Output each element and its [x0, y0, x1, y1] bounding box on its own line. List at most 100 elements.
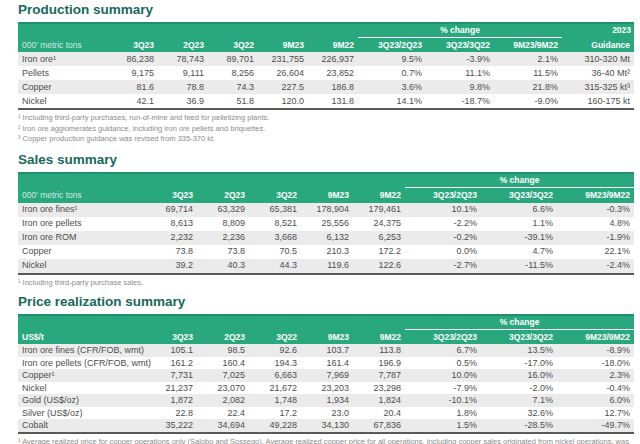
cell: 22.8 [145, 407, 197, 420]
cell: 23,852 [308, 66, 358, 80]
cell: 16.0% [481, 369, 557, 382]
price-section: Price realization summary % change US$/t… [18, 295, 634, 444]
cell: 315-325 kt³ [562, 80, 634, 94]
header-spacer [18, 173, 405, 188]
cell: -2.2% [405, 217, 481, 231]
cell: 7,731 [145, 369, 197, 382]
header-group-row: % change [18, 173, 634, 188]
cell: 67,836 [353, 419, 405, 433]
cell: 119.6 [301, 259, 353, 274]
cell: 20.4 [353, 407, 405, 420]
cell: 3,668 [249, 231, 301, 245]
col-header: 3Q23/2Q23 [358, 37, 426, 52]
cell: 7,787 [353, 369, 405, 382]
table-row: Iron ore pellets (CFR/FOB, wmt)161.2160.… [18, 357, 634, 370]
cell: 32.6% [481, 407, 557, 420]
cell: 92.6 [249, 344, 301, 357]
cell: 63,329 [197, 203, 249, 217]
cell: 9.5% [358, 52, 426, 66]
cell: 22.1% [557, 245, 634, 259]
cell: 1,934 [301, 394, 353, 407]
cell: 11.1% [426, 66, 494, 80]
cell: 161.2 [145, 357, 197, 370]
cell: -0.4% [557, 382, 634, 395]
cell: -8.9% [557, 344, 634, 357]
col-header: 3Q23 [145, 329, 197, 344]
guidance-year-header: 2023 [562, 23, 634, 38]
cell: 23,070 [197, 382, 249, 395]
sales-table-header: % change 000' metric tons 3Q23 2Q23 3Q22… [18, 173, 634, 203]
header-row: US$/t 3Q23 2Q23 3Q22 9M23 9M22 3Q23/2Q23… [18, 329, 634, 344]
cell: 73.8 [197, 245, 249, 259]
production-section: Production summary % change 2023 000' me… [18, 3, 634, 144]
cell: 89,701 [208, 52, 258, 66]
cell: 1,824 [353, 394, 405, 407]
row-label: Cobalt [18, 419, 145, 433]
price-title: Price realization summary [18, 295, 634, 310]
unit-label: 000' metric tons [18, 37, 108, 52]
cell: 34,694 [197, 419, 249, 433]
cell: 11.5% [494, 66, 562, 80]
row-label: Nickel [18, 382, 145, 395]
cell: 227.5 [258, 80, 308, 94]
cell: 113.8 [353, 344, 405, 357]
cell: 7,025 [197, 369, 249, 382]
cell: 7,969 [301, 369, 353, 382]
cell: 78.8 [158, 80, 208, 94]
cell: 86,238 [108, 52, 158, 66]
cell: 0.5% [405, 357, 481, 370]
footnote: ¹ Including third-party purchases, run-o… [18, 113, 634, 123]
cell: 17.2 [249, 407, 301, 420]
table-row: Nickel42.136.951.8120.0131.814.1%-18.7%-… [18, 94, 634, 109]
cell: 178,904 [301, 203, 353, 217]
cell: 226,937 [308, 52, 358, 66]
row-label: Copper [18, 245, 145, 259]
row-label: Silver (US$/oz) [18, 407, 145, 420]
unit-label: US$/t [18, 329, 145, 344]
cell: -39.1% [481, 231, 557, 245]
cell: 9,175 [108, 66, 158, 80]
cell: 1.5% [405, 419, 481, 433]
cell: 3.6% [358, 80, 426, 94]
cell: 26,604 [258, 66, 308, 80]
col-header: 9M23 [258, 37, 308, 52]
row-label: Copper [18, 80, 108, 94]
table-row: Silver (US$/oz)22.822.417.223.020.41.8%3… [18, 407, 634, 420]
cell: 23,203 [301, 382, 353, 395]
header-group-row: % change 2023 [18, 23, 634, 38]
sales-table-body: Iron ore fines¹69,71463,32965,381178,904… [18, 203, 634, 274]
col-header: 3Q22 [208, 37, 258, 52]
cell: -0.2% [405, 231, 481, 245]
col-header: 3Q23/3Q22 [481, 329, 557, 344]
row-label: Iron ore ROM [18, 231, 145, 245]
cell: 2,232 [145, 231, 197, 245]
cell: 105.1 [145, 344, 197, 357]
cell: -10.1% [405, 394, 481, 407]
price-footnotes: ¹ Average realized price for copper oper… [18, 437, 634, 444]
cell: 231,755 [258, 52, 308, 66]
cell: 21,237 [145, 382, 197, 395]
cell: 12.7% [557, 407, 634, 420]
cell: 210.3 [301, 245, 353, 259]
production-title: Production summary [18, 3, 634, 18]
production-footnotes: ¹ Including third-party purchases, run-o… [18, 113, 634, 144]
price-table: % change US$/t 3Q23 2Q23 3Q22 9M23 9M22 … [18, 314, 634, 434]
pct-change-group-header: % change [405, 173, 634, 188]
cell: 1.8% [405, 407, 481, 420]
guidance-col-header: Guidance [562, 37, 634, 52]
table-row: Cobalt35,22234,69449,22834,13067,8361.5%… [18, 419, 634, 433]
table-row: Nickel21,23723,07021,67223,20323,298-7.9… [18, 382, 634, 395]
cell: -18.0% [557, 357, 634, 370]
cell: 6,663 [249, 369, 301, 382]
cell: -18.7% [426, 94, 494, 109]
table-row: Nickel39.240.344.3119.6122.6-2.7%-11.5%-… [18, 259, 634, 274]
col-header: 9M22 [353, 329, 405, 344]
col-header: 3Q23/2Q23 [405, 329, 481, 344]
cell: 2.1% [494, 52, 562, 66]
cell: -2.4% [557, 259, 634, 274]
cell: 69,714 [145, 203, 197, 217]
table-row: Iron ore fines¹69,71463,32965,381178,904… [18, 203, 634, 217]
cell: -17.0% [481, 357, 557, 370]
table-row: Iron ore pellets8,6138,8098,52125,55624,… [18, 217, 634, 231]
cell: 34,130 [301, 419, 353, 433]
